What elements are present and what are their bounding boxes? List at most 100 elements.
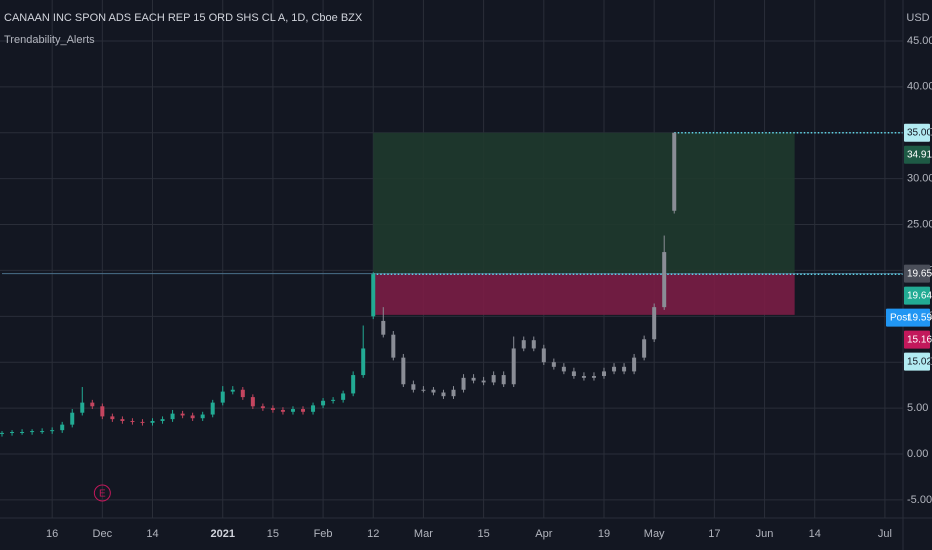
candle-body — [551, 362, 556, 367]
candle-body — [511, 348, 516, 385]
candle-body — [612, 366, 617, 372]
candle-body — [481, 380, 486, 383]
candle-body — [230, 389, 235, 392]
candle-body — [150, 420, 155, 423]
candle-body — [541, 348, 546, 363]
candle-body — [0, 432, 5, 434]
candle-body — [110, 416, 115, 420]
x-tick-label: Dec — [93, 528, 113, 540]
candle-body — [461, 377, 466, 390]
candle-body — [622, 366, 627, 372]
y-tick-label: 40.00 — [907, 81, 932, 93]
price-label-bg — [904, 264, 930, 283]
candle-body — [662, 252, 667, 308]
candle-body — [571, 371, 576, 376]
candle-body — [672, 132, 677, 211]
x-tick-label: Jul — [878, 528, 892, 540]
candle-body — [90, 402, 95, 407]
y-tick-label: 0.00 — [907, 448, 928, 460]
candle-body — [140, 421, 145, 423]
price-label: 19.65 — [907, 268, 932, 279]
candle-body — [170, 413, 175, 420]
candle-body — [361, 348, 366, 376]
price-label: 15.02 — [907, 356, 932, 367]
candle-body — [652, 307, 657, 340]
candle-body — [602, 371, 607, 376]
chart-title: CANAAN INC SPON ADS EACH REP 15 ORD SHS … — [4, 12, 363, 24]
price-label-bg — [886, 308, 930, 327]
price-label-bg — [904, 352, 930, 371]
candle-body — [210, 402, 215, 415]
zone — [373, 132, 795, 274]
candle-body — [10, 431, 15, 433]
y-tick-label: -5.00 — [907, 494, 932, 506]
price-label-bg — [904, 145, 930, 164]
candle-body — [421, 389, 426, 391]
x-tick-label: 2021 — [210, 528, 234, 540]
candle-body — [321, 400, 326, 406]
candle-body — [351, 375, 356, 394]
candle-body — [20, 431, 25, 433]
x-tick-label: 17 — [708, 528, 720, 540]
candle-body — [220, 391, 225, 403]
price-label: 19.59 — [907, 312, 932, 323]
candle-body — [391, 334, 396, 358]
indicator-name: Trendability_Alerts — [4, 34, 95, 46]
candle-body — [401, 357, 406, 385]
candle-body — [331, 399, 336, 401]
x-tick-label: 15 — [267, 528, 279, 540]
candle-body — [431, 389, 436, 393]
candle-body — [561, 366, 566, 372]
candle-body — [260, 406, 265, 409]
price-label: 35.00 — [907, 127, 932, 138]
price-label: 15.16 — [907, 334, 932, 345]
candle-body — [521, 340, 526, 349]
price-label-bg — [904, 330, 930, 349]
candle-body — [451, 389, 456, 397]
candle-body — [591, 375, 596, 378]
candle-body — [40, 431, 45, 433]
candle-body — [30, 431, 35, 433]
x-tick-label: 16 — [46, 528, 58, 540]
candle-body — [200, 414, 205, 419]
candle-body — [280, 409, 285, 412]
candle-body — [301, 409, 306, 412]
candle-body — [411, 384, 416, 390]
price-label: 19.64 — [907, 290, 932, 301]
candle-body — [501, 375, 506, 385]
candle-body — [491, 375, 496, 383]
candle-body — [160, 419, 165, 421]
price-label: 34.91 — [907, 149, 932, 160]
candle-body — [180, 413, 185, 416]
candle-body — [120, 419, 125, 421]
x-tick-label: Feb — [314, 528, 333, 540]
candle-body — [240, 389, 245, 398]
x-tick-label: Apr — [535, 528, 552, 540]
candle-body — [441, 392, 446, 397]
y-tick-label: 25.00 — [907, 218, 932, 230]
candle-body — [70, 412, 75, 425]
currency: USD — [906, 12, 929, 24]
y-tick-label: 45.00 — [907, 35, 932, 47]
x-tick-label: 15 — [477, 528, 489, 540]
candle-body — [130, 420, 135, 422]
y-tick-label: 5.00 — [907, 402, 928, 414]
candle-body — [642, 339, 647, 358]
x-tick-label: Jun — [756, 528, 774, 540]
candle-body — [311, 405, 316, 412]
candle-body — [531, 340, 536, 349]
y-tick-label: 30.00 — [907, 173, 932, 185]
candle-body — [190, 415, 195, 419]
candle-body — [80, 402, 85, 413]
candle-body — [290, 409, 295, 412]
earnings-marker — [93, 484, 111, 502]
candle-body — [381, 320, 386, 335]
x-tick-label: 12 — [367, 528, 379, 540]
price-label-tag: Post — [890, 312, 910, 323]
candle-body — [270, 408, 275, 410]
candle-body — [60, 424, 65, 431]
x-tick-label: 14 — [146, 528, 158, 540]
candle-body — [250, 397, 255, 407]
